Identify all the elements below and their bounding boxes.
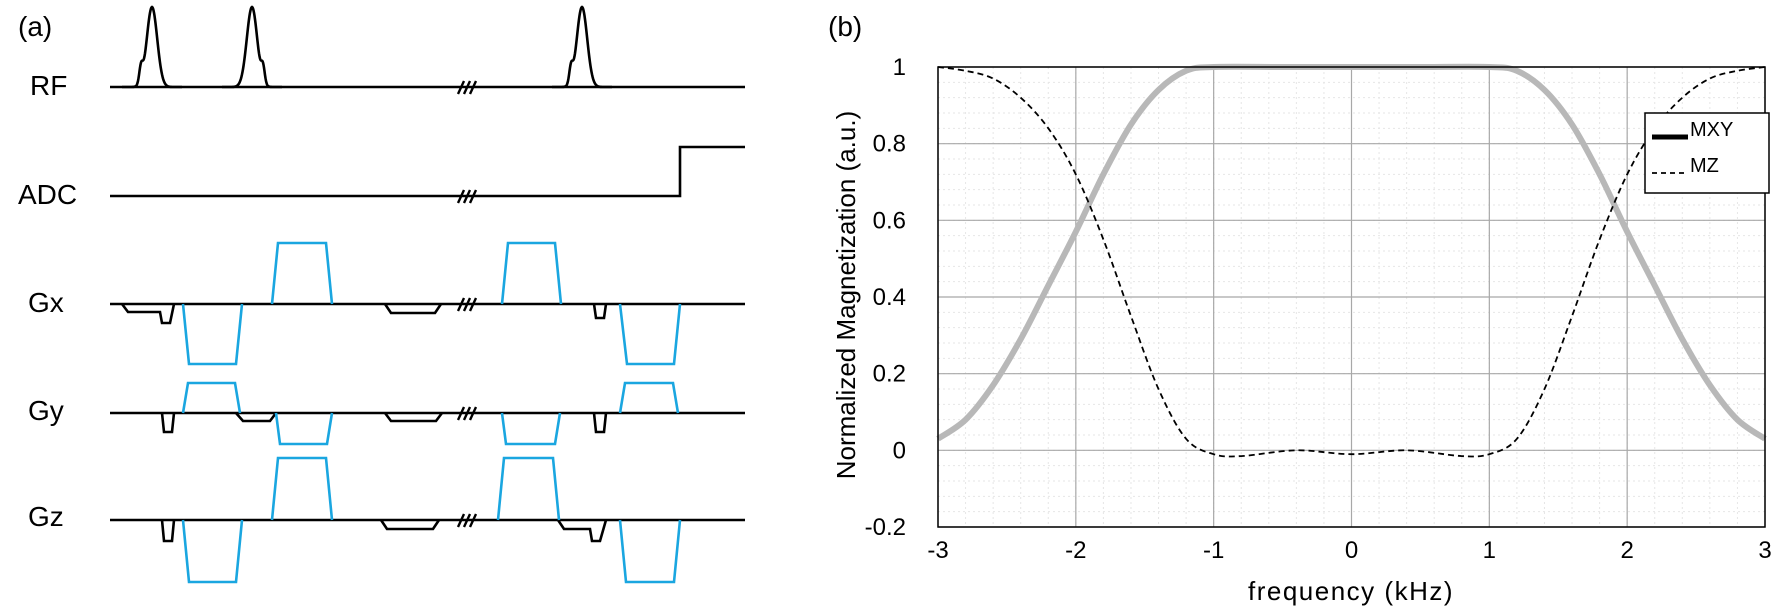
major-grid (937, 66, 1766, 528)
y-tick-label: 0 (893, 437, 906, 464)
break-mark-adc (456, 189, 478, 204)
gx-blue-lobe-4 (618, 303, 682, 366)
break-mark-gx (456, 297, 478, 312)
x-tick-label: 2 (1620, 537, 1633, 564)
legend-mz-label: MZ (1690, 155, 1719, 177)
gz-blue-lobe-4 (618, 519, 682, 584)
gy-black-lobe-2 (235, 412, 278, 423)
gy-waveform (110, 381, 745, 446)
break-mark-rf (456, 80, 478, 95)
y-tick-label: 0.6 (873, 207, 906, 234)
panel-a-label: (a) (18, 11, 52, 42)
gz-black-lobe-2 (379, 519, 441, 531)
break-mark-gz (456, 513, 478, 528)
rf-row-label: RF (30, 70, 67, 101)
x-tick-label: -3 (927, 537, 948, 564)
gz-waveform (110, 456, 745, 584)
gy-blue-lobe-1 (181, 381, 242, 414)
time-break-marks (456, 80, 478, 528)
y-axis-label: Normalized Magnetization (a.u.) (831, 111, 861, 480)
gx-row-label: Gx (28, 287, 64, 318)
gz-black-lobe-3 (556, 519, 608, 543)
x-tick-label: 3 (1758, 537, 1771, 564)
x-axis-label: frequency (kHz) (1248, 576, 1454, 606)
gz-blue-lobe-3 (496, 456, 561, 521)
y-tick-label: 1 (893, 54, 906, 81)
break-mark-gy (456, 406, 478, 421)
gx-blue-lobe-2 (270, 241, 334, 305)
gz-blue-lobe-1 (181, 519, 244, 584)
y-tick-label: 0.4 (873, 284, 906, 311)
y-tick-label: -0.2 (865, 514, 906, 541)
gy-black-lobe-4 (592, 412, 608, 434)
gx-black-lobe-3 (592, 303, 608, 320)
x-tick-labels: -3 -2 -1 0 1 2 3 (927, 537, 1771, 564)
rf-waveform (110, 5, 745, 89)
x-tick-label: 1 (1483, 537, 1496, 564)
rf-pulse-2 (222, 5, 282, 89)
gx-black-lobe-2 (383, 303, 443, 315)
y-tick-label: 0.8 (873, 131, 906, 158)
gy-blue-lobe-3 (500, 412, 562, 446)
series-line-mz (937, 66, 1766, 458)
gy-black-lobe-1 (160, 412, 176, 434)
adc-row-label: ADC (18, 179, 77, 210)
gx-blue-lobe-1 (181, 303, 244, 366)
gx-blue-lobe-3 (500, 241, 563, 305)
gz-black-lobe-1 (160, 519, 176, 543)
legend-box (1644, 112, 1770, 194)
y-tick-label: 0.2 (873, 361, 906, 388)
legend: MXY MZ (1644, 112, 1770, 194)
pulse-sequence-panel: (a) RF ADC Gx Gy Gz (18, 5, 745, 584)
rf-pulse-3 (552, 5, 612, 89)
gy-blue-lobe-4 (618, 381, 680, 414)
legend-mxy-label: MXY (1690, 119, 1733, 141)
gx-black-lobe-1 (120, 303, 176, 325)
gy-row-label: Gy (28, 395, 64, 426)
rf-pulse-1 (122, 5, 182, 89)
y-tick-labels: -0.2 0 0.2 0.4 0.6 0.8 1 (865, 54, 906, 541)
panel-b-label: (b) (828, 11, 862, 42)
gz-blue-lobe-2 (270, 456, 334, 521)
x-tick-label: -2 (1065, 537, 1086, 564)
gy-black-lobe-3 (383, 412, 444, 423)
gx-waveform (110, 241, 745, 366)
adc-trace (110, 145, 745, 198)
x-tick-label: -1 (1203, 537, 1224, 564)
adc-waveform (110, 145, 745, 198)
magnetization-plot-panel: (b) -3 -2 -1 0 1 2 3 -0.2 0 0.2 0.4 0.6 0.8 1 freque… (828, 11, 1772, 606)
plot-frame (937, 66, 1766, 528)
gz-row-label: Gz (28, 501, 64, 532)
gy-blue-lobe-2 (274, 412, 334, 446)
x-tick-label: 0 (1345, 537, 1358, 564)
